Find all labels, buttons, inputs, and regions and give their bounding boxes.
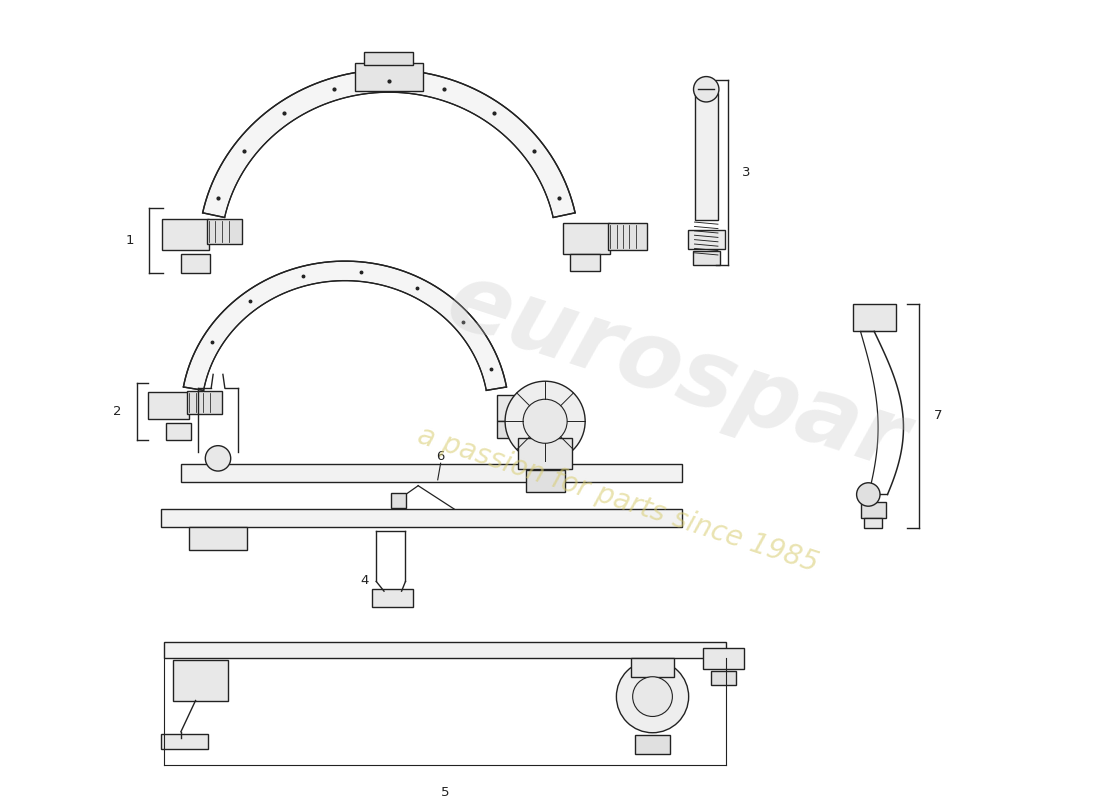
Circle shape — [206, 446, 231, 471]
Bar — [162, 509, 682, 526]
Circle shape — [632, 677, 672, 717]
Bar — [162, 218, 209, 250]
Bar — [166, 423, 191, 440]
Text: 1: 1 — [125, 234, 134, 247]
Bar — [189, 526, 248, 550]
Bar — [563, 222, 611, 254]
Bar — [180, 464, 682, 482]
Bar — [526, 470, 564, 491]
Circle shape — [857, 482, 880, 506]
Polygon shape — [184, 261, 506, 390]
Bar — [703, 648, 745, 670]
Bar — [364, 52, 414, 66]
Bar — [631, 658, 674, 677]
Circle shape — [505, 382, 585, 462]
Text: eurospar: eurospar — [436, 255, 918, 490]
Bar — [694, 93, 718, 220]
Bar — [852, 304, 895, 331]
Bar — [182, 254, 210, 274]
Text: 3: 3 — [742, 166, 751, 178]
Bar — [164, 642, 726, 658]
Circle shape — [524, 399, 568, 443]
Bar — [354, 63, 424, 90]
Text: 4: 4 — [361, 574, 368, 587]
Text: 5: 5 — [441, 786, 449, 799]
Bar — [148, 392, 189, 419]
Bar — [497, 421, 521, 438]
Bar — [608, 222, 648, 250]
Bar — [570, 254, 600, 271]
Bar — [860, 502, 886, 518]
Text: 6: 6 — [437, 450, 444, 463]
Bar — [207, 218, 242, 244]
Circle shape — [616, 661, 689, 733]
Bar — [497, 395, 536, 421]
Bar — [390, 493, 407, 508]
Text: a passion for parts since 1985: a passion for parts since 1985 — [415, 422, 822, 578]
Polygon shape — [202, 70, 575, 218]
Text: 7: 7 — [934, 410, 943, 422]
Bar — [162, 734, 208, 750]
Bar — [693, 251, 719, 265]
Text: 2: 2 — [113, 405, 122, 418]
Bar — [187, 391, 222, 414]
Circle shape — [693, 77, 719, 102]
Bar — [518, 438, 572, 469]
Bar — [372, 589, 414, 606]
Bar — [173, 659, 228, 701]
Bar — [711, 671, 737, 685]
Bar — [688, 230, 725, 250]
Bar — [635, 734, 670, 754]
Bar — [865, 518, 882, 528]
